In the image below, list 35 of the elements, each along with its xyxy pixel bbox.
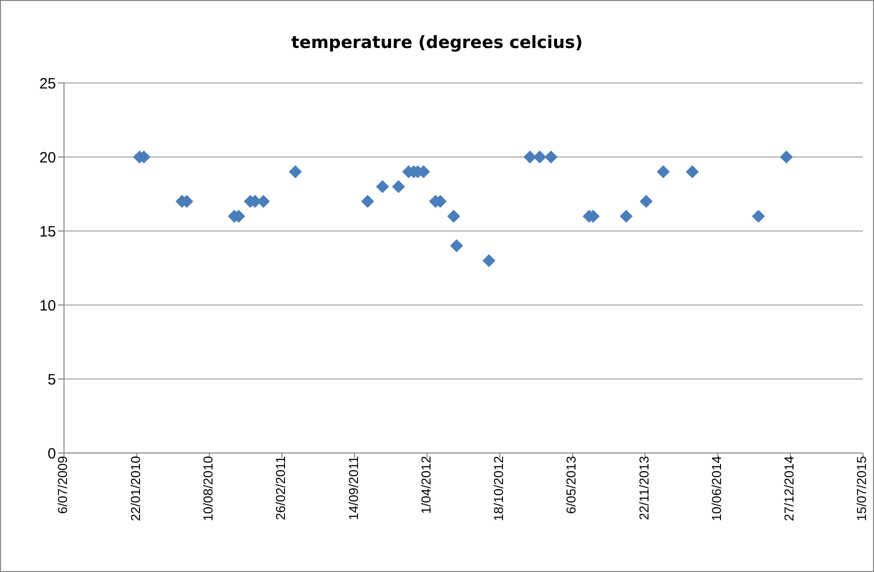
point [686, 165, 699, 178]
x-tick-label: 14/09/2011 [346, 456, 361, 520]
x-tick-label: 10/06/2014 [708, 456, 724, 522]
point [361, 194, 374, 208]
x-tick-label: 22/01/2010 [128, 456, 143, 522]
y-tick-label: 15 [39, 223, 56, 240]
point [376, 180, 390, 194]
point [523, 150, 536, 164]
x-tick-label: 27/12/2014 [782, 456, 797, 522]
x-tick-label: 1/04/2012 [418, 456, 434, 514]
y-tick-label: 0 [48, 445, 56, 462]
y-tick-label: 10 [39, 297, 56, 314]
point [544, 150, 558, 164]
x-tick-label: 6/07/2009 [55, 456, 70, 514]
y-tick-label: 5 [48, 371, 56, 388]
x-tick-label: 22/11/2013 [636, 456, 652, 520]
x-tick-label: 10/08/2010 [200, 456, 216, 522]
point [533, 150, 546, 164]
y-tick-label: 25 [39, 75, 56, 92]
point [392, 180, 405, 194]
y-tick-label: 20 [39, 149, 56, 166]
point [752, 210, 765, 223]
point [288, 165, 302, 178]
x-tick-label: 15/07/2015 [854, 456, 870, 522]
x-tick-label: 6/05/2013 [564, 456, 579, 514]
point [620, 210, 633, 223]
point [450, 239, 464, 252]
point [656, 165, 670, 178]
point [482, 254, 496, 268]
point [640, 194, 653, 208]
point [447, 210, 460, 223]
x-tick-label: 18/10/2012 [491, 456, 506, 522]
point [780, 150, 793, 164]
x-tick-label: 26/02/2011 [273, 456, 288, 520]
chart-title: temperature (degrees celcius) [290, 33, 584, 53]
